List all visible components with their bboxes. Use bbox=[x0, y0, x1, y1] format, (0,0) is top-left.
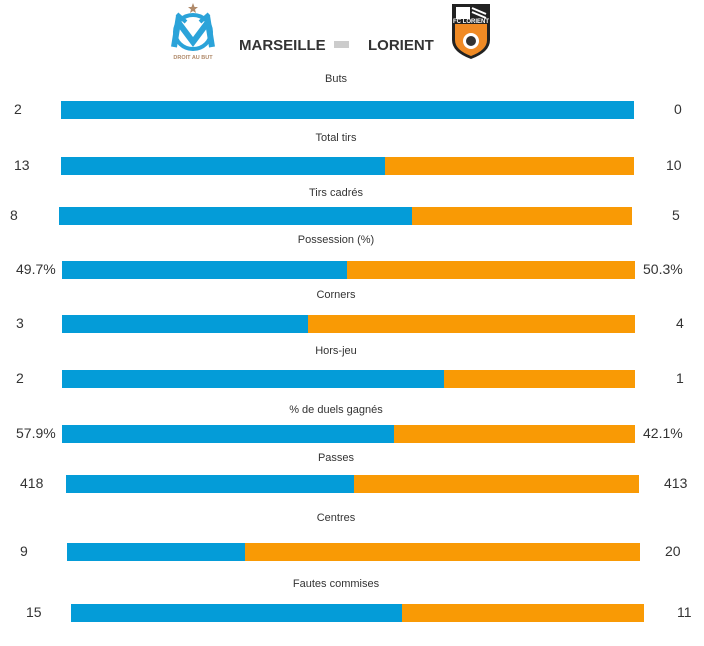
home-value: 57.9% bbox=[16, 425, 56, 441]
home-team-name: MARSEILLE bbox=[239, 37, 326, 54]
away-bar-segment bbox=[354, 475, 639, 493]
away-value: 1 bbox=[676, 370, 684, 386]
home-value: 2 bbox=[16, 370, 24, 386]
stat-label: Fautes commises bbox=[292, 578, 380, 590]
away-bar-segment bbox=[401, 604, 644, 622]
away-value: 50.3% bbox=[643, 261, 683, 277]
home-value: 3 bbox=[16, 315, 24, 331]
stat-label: Total tirs bbox=[315, 132, 357, 144]
away-value: 413 bbox=[664, 475, 688, 491]
away-bar-segment bbox=[444, 370, 635, 388]
home-value: 8 bbox=[10, 207, 18, 223]
stat-label: Hors-jeu bbox=[315, 345, 357, 357]
stat-bar bbox=[61, 157, 634, 175]
stat-label: Corners bbox=[316, 289, 356, 301]
svg-text:FC LORIENT: FC LORIENT bbox=[453, 19, 489, 25]
stat-bar bbox=[59, 207, 632, 225]
stat-label: Possession (%) bbox=[297, 234, 375, 246]
away-bar-segment bbox=[393, 425, 635, 443]
away-bar-segment bbox=[384, 157, 634, 175]
home-bar-segment bbox=[62, 425, 394, 443]
home-bar-segment bbox=[66, 475, 355, 493]
stat-label: Buts bbox=[324, 73, 347, 85]
stat-label: Centres bbox=[316, 512, 356, 524]
away-value: 42.1% bbox=[643, 425, 683, 441]
away-value: 11 bbox=[677, 604, 692, 620]
stat-bar bbox=[62, 261, 635, 279]
home-bar-segment bbox=[67, 543, 245, 561]
home-bar-segment bbox=[59, 207, 412, 225]
stat-bar bbox=[71, 604, 644, 622]
away-bar-segment bbox=[411, 207, 632, 225]
home-value: 49.7% bbox=[16, 261, 56, 277]
stat-bar bbox=[62, 425, 635, 443]
stat-bar bbox=[67, 543, 640, 561]
away-value: 0 bbox=[674, 101, 682, 117]
home-value: 13 bbox=[14, 157, 30, 173]
home-bar-segment bbox=[61, 157, 385, 175]
home-value: 2 bbox=[14, 101, 22, 117]
away-bar-segment bbox=[244, 543, 640, 561]
away-bar-segment bbox=[307, 315, 635, 333]
stat-bar bbox=[62, 370, 635, 388]
home-value: 9 bbox=[20, 543, 28, 559]
score-separator bbox=[334, 41, 349, 48]
home-bar-segment bbox=[71, 604, 402, 622]
away-team-name: LORIENT bbox=[368, 37, 434, 54]
stat-bar bbox=[62, 315, 635, 333]
marseille-logo: DROIT AU BUT bbox=[168, 2, 218, 62]
away-value: 5 bbox=[672, 207, 680, 223]
away-bar-segment bbox=[346, 261, 635, 279]
away-value: 4 bbox=[676, 315, 684, 331]
stat-bar bbox=[66, 475, 639, 493]
home-bar-segment bbox=[62, 261, 347, 279]
home-bar-segment bbox=[62, 315, 308, 333]
away-value: 20 bbox=[665, 543, 681, 559]
svg-text:DROIT AU BUT: DROIT AU BUT bbox=[173, 55, 213, 61]
home-value: 15 bbox=[26, 604, 42, 620]
stat-label: Tirs cadrés bbox=[309, 187, 363, 199]
home-bar-segment bbox=[62, 370, 444, 388]
stat-label: Passes bbox=[317, 452, 355, 464]
lorient-logo: FC LORIENT bbox=[450, 2, 492, 60]
stat-bar bbox=[61, 101, 634, 119]
home-value: 418 bbox=[20, 475, 44, 491]
home-bar-segment bbox=[61, 101, 634, 119]
stat-label: % de duels gagnés bbox=[289, 404, 383, 416]
away-value: 10 bbox=[666, 157, 682, 173]
